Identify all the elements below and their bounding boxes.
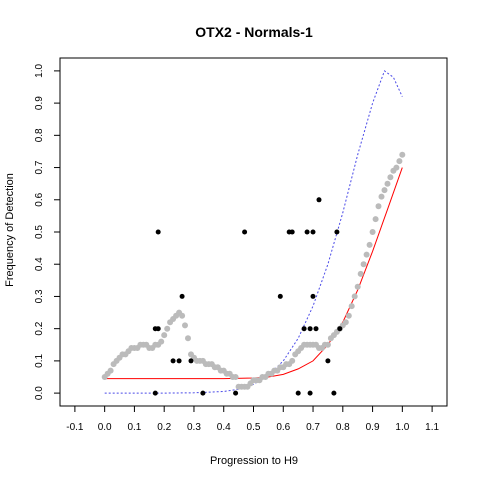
blue-curve-line	[104, 70, 403, 394]
black-data-point	[233, 390, 239, 396]
black-data-point	[289, 229, 295, 235]
x-tick-label: 0.8	[336, 422, 350, 433]
black-data-point	[316, 197, 322, 203]
gray-data-point	[375, 203, 382, 210]
black-data-point	[155, 229, 161, 235]
black-data-point	[307, 326, 313, 332]
y-tick-label: 0.4	[34, 257, 45, 271]
chart-title: OTX2 - Normals-1	[195, 24, 313, 40]
gray-data-point	[107, 367, 114, 374]
black-data-point	[307, 390, 313, 396]
gray-data-point	[384, 180, 391, 187]
gray-data-point	[387, 174, 394, 181]
gray-data-point	[354, 283, 361, 290]
gray-data-point	[324, 341, 331, 348]
x-tick-label: 1.0	[395, 422, 409, 433]
x-tick-label: 0.6	[276, 422, 290, 433]
x-tick-label: 0.9	[366, 422, 380, 433]
y-axis: 0.0 0.1 0.2 0.3 0.4 0.5 0.6 0.7 0.8 0.9 1.0	[34, 64, 60, 400]
gray-data-point	[348, 303, 355, 310]
black-data-point	[301, 326, 307, 332]
gray-data-point	[345, 312, 352, 319]
x-tick-label: 0.0	[98, 422, 112, 433]
gray-data-point	[182, 322, 188, 329]
x-tick-label: 0.2	[157, 422, 171, 433]
y-tick-label: 0.6	[34, 192, 45, 206]
gray-data-point	[372, 216, 379, 223]
x-tick-label: 0.1	[127, 422, 141, 433]
gray-data-point	[381, 187, 388, 194]
x-axis: -0.1 0.0 0.1 0.2 0.3 0.4 0.5 0.6 0.7 0.8 0.9 1.0 1.1	[66, 406, 440, 433]
gray-data-point	[179, 312, 186, 319]
y-tick-label: 0.9	[34, 96, 45, 110]
gray-data-point	[360, 261, 367, 268]
black-data-point	[310, 229, 316, 235]
gray-data-point	[396, 158, 403, 165]
black-data-point	[152, 326, 158, 332]
black-data-point	[304, 229, 310, 235]
gray-data-point	[357, 270, 364, 277]
black-data-point	[179, 293, 185, 299]
y-tick-label: 0.8	[34, 128, 45, 142]
y-tick-label: 0.7	[34, 160, 45, 174]
y-tick-label: 0.3	[34, 289, 45, 303]
y-tick-label: 0.5	[34, 225, 45, 239]
black-data-point	[295, 390, 301, 396]
x-tick-label: -0.1	[66, 422, 84, 433]
gray-data-point	[161, 332, 168, 339]
x-tick-label: 0.5	[247, 422, 261, 433]
black-data-point	[325, 358, 331, 364]
gray-data-point	[289, 357, 296, 364]
gray-data-point	[185, 335, 191, 342]
gray-data-point	[363, 251, 370, 258]
y-tick-label: 1.0	[34, 64, 45, 78]
black-data-point	[188, 358, 194, 364]
gray-data-point	[399, 151, 406, 158]
black-data-point	[310, 293, 316, 299]
red-curve-line	[104, 167, 403, 380]
gray-data-point	[393, 164, 400, 171]
black-data-point	[313, 326, 319, 332]
black-data-point	[200, 390, 206, 396]
x-tick-label: 0.4	[217, 422, 231, 433]
black-data-point	[152, 390, 158, 396]
gray-data-point	[378, 193, 385, 200]
gray-data-point	[366, 241, 373, 248]
gray-data-point	[342, 319, 349, 326]
x-tick-label: 0.7	[306, 422, 320, 433]
black-data-point	[170, 358, 176, 364]
black-data-point	[331, 390, 337, 396]
y-axis-label: Frequency of Detection	[4, 173, 16, 287]
x-tick-label: 0.3	[187, 422, 201, 433]
y-tick-label: 0.0	[34, 386, 45, 400]
plot-area	[101, 70, 406, 396]
gray-data-point	[351, 293, 358, 300]
black-data-point	[337, 326, 343, 332]
black-data-point	[334, 229, 340, 235]
y-tick-label: 0.2	[34, 321, 45, 335]
gray-data-point	[158, 338, 165, 345]
x-axis-label: Progression to H9	[210, 455, 298, 467]
x-tick-label: 1.1	[425, 422, 439, 433]
gray-data-point	[164, 325, 171, 332]
gray-data-point	[369, 229, 376, 235]
black-data-point	[277, 293, 283, 299]
black-data-point	[242, 229, 248, 235]
black-data-point	[176, 358, 182, 364]
gray-data-point	[232, 374, 239, 380]
y-tick-label: 0.1	[34, 354, 45, 368]
